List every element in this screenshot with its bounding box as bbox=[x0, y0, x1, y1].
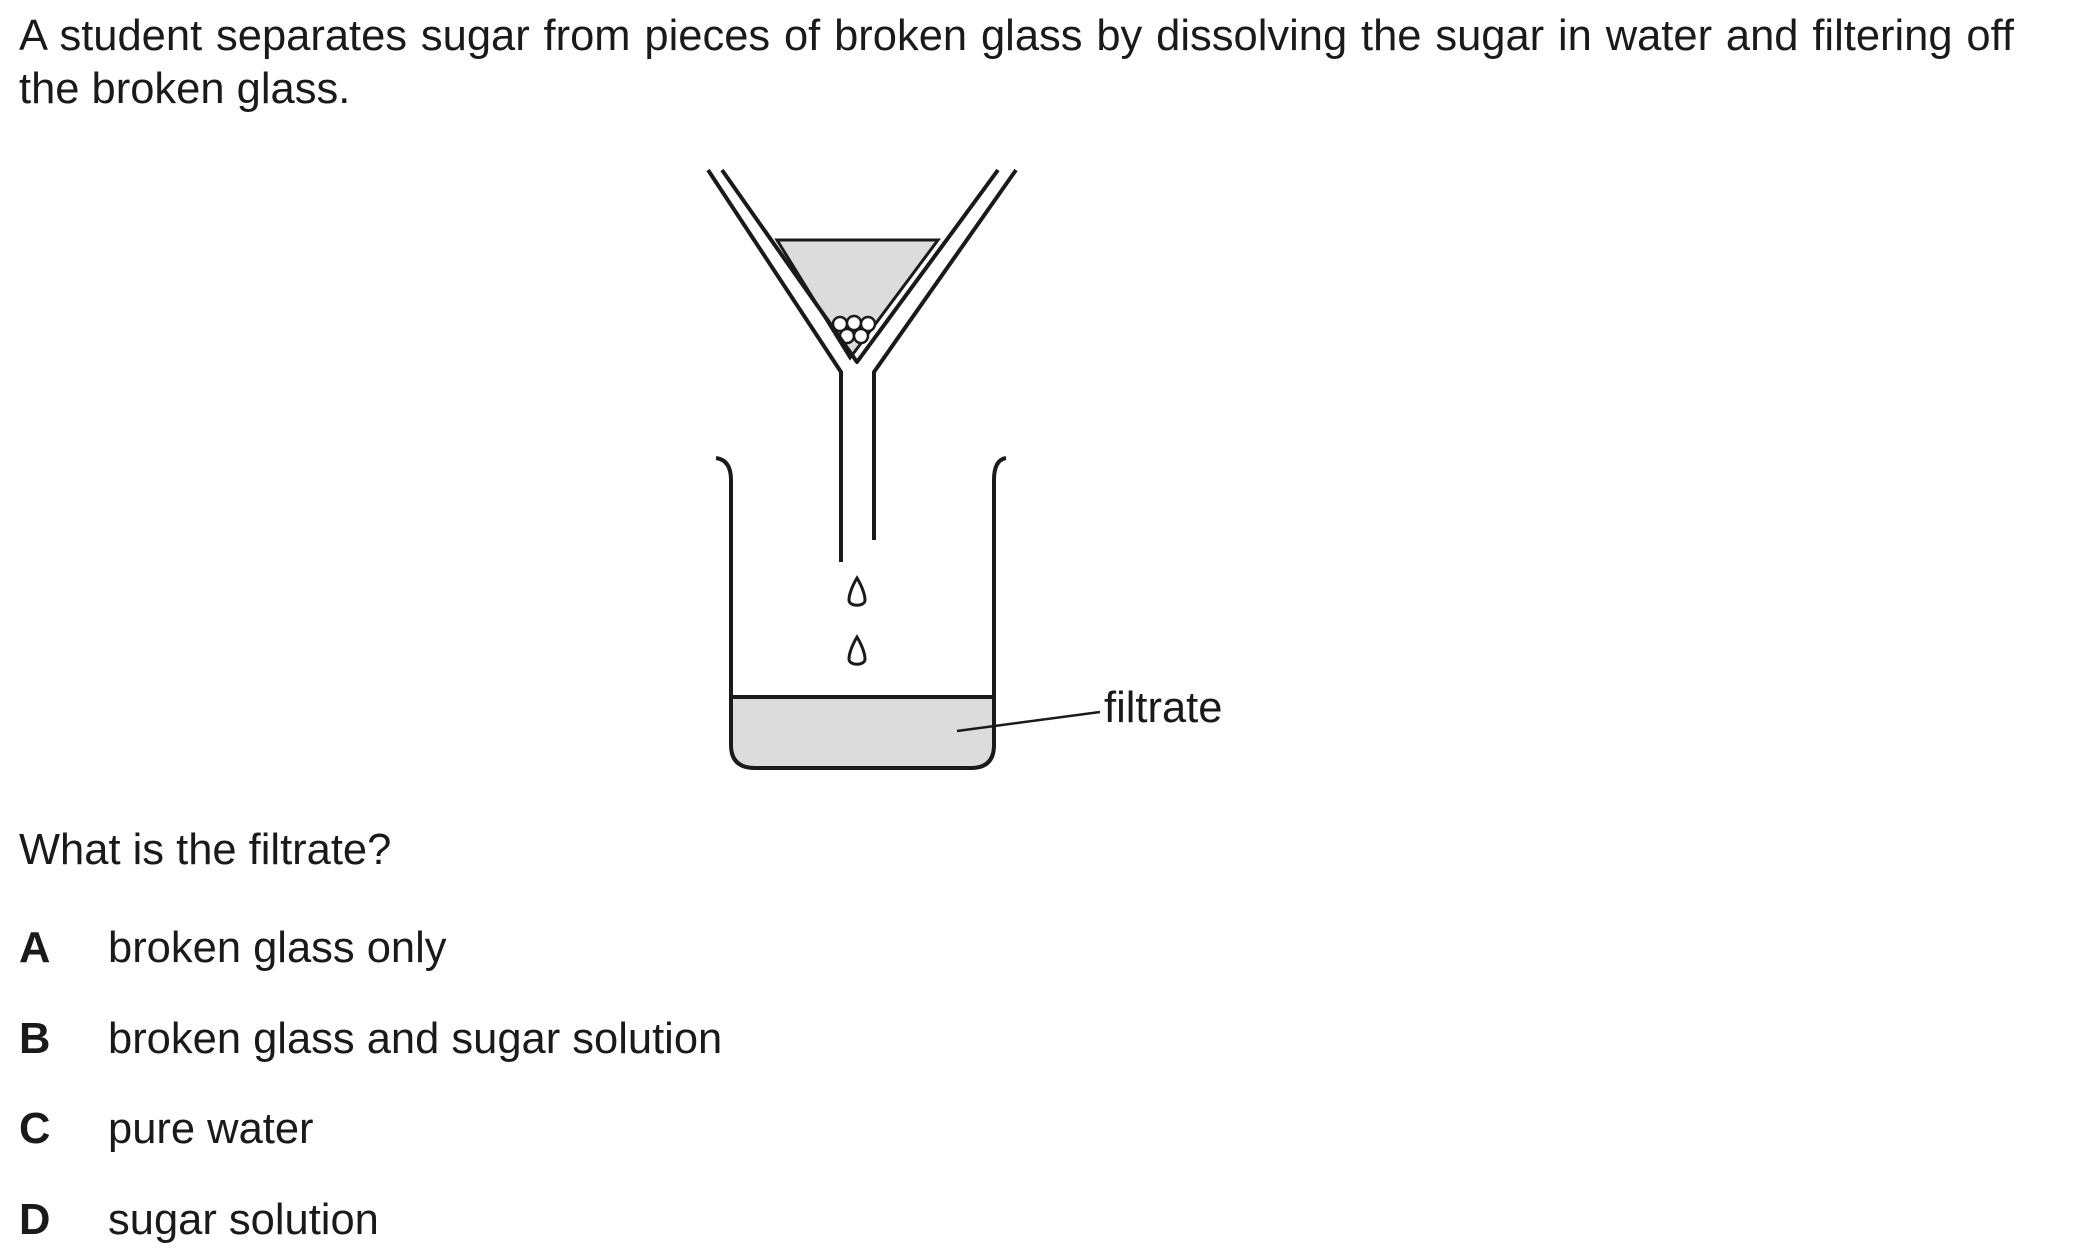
beaker bbox=[715, 456, 1007, 770]
option-text: broken glass and sugar solution bbox=[108, 1015, 723, 1063]
option-text: broken glass only bbox=[108, 924, 447, 972]
option-b[interactable]: B broken glass and sugar solution bbox=[19, 1012, 722, 1067]
option-text: sugar solution bbox=[108, 1196, 379, 1244]
option-letter: A bbox=[19, 924, 51, 972]
option-letter: C bbox=[19, 1105, 51, 1153]
option-text: pure water bbox=[108, 1105, 314, 1153]
droplets bbox=[847, 575, 867, 666]
intro-text: A student separates sugar from pieces of… bbox=[19, 12, 2014, 113]
filtrate-leader-line bbox=[956, 710, 1101, 733]
option-letter: B bbox=[19, 1015, 51, 1063]
question-text: What is the filtrate? bbox=[19, 826, 392, 874]
option-d[interactable]: D sugar solution bbox=[19, 1193, 379, 1248]
filtration-diagram bbox=[680, 150, 1280, 800]
funnel bbox=[706, 168, 1018, 562]
option-c[interactable]: C pure water bbox=[19, 1102, 314, 1157]
option-letter: D bbox=[19, 1196, 51, 1244]
beaker-liquid bbox=[731, 697, 994, 768]
filtrate-label: filtrate bbox=[1104, 684, 1223, 732]
option-a[interactable]: A broken glass only bbox=[19, 921, 447, 976]
